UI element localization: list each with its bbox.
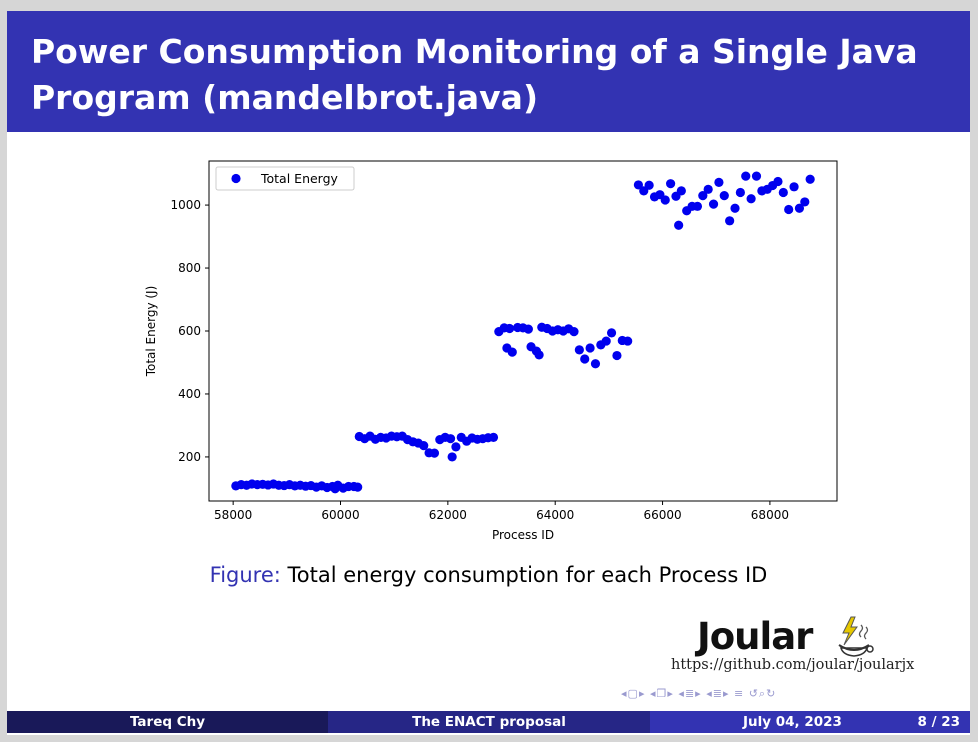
data-point <box>784 204 794 215</box>
nav-next-frame-icon[interactable]: ▸ <box>638 687 646 700</box>
figure-caption: Figure: Total energy consumption for eac… <box>7 563 970 587</box>
legend-box <box>215 166 355 191</box>
data-point <box>523 324 533 334</box>
data-point <box>445 434 456 444</box>
data-point <box>800 197 810 207</box>
x-axis-label: Process ID <box>492 528 554 542</box>
data-point <box>488 432 499 443</box>
nav-back-icon[interactable]: ↺ <box>748 687 759 700</box>
data-point <box>708 199 719 209</box>
nav-next-chapter-icon[interactable]: ▸ <box>722 687 730 700</box>
data-point <box>507 347 517 357</box>
data-point <box>794 203 805 213</box>
data-point <box>612 350 622 361</box>
nav-subsection-icon[interactable]: ❐ <box>656 687 668 700</box>
x-tick-label: 62000 <box>429 508 467 522</box>
legend-label: Total Energy <box>260 171 339 186</box>
data-point <box>585 343 595 353</box>
y-tick-label: 1000 <box>170 198 201 212</box>
nav-next-section-icon[interactable]: ▸ <box>695 687 702 700</box>
data-point <box>805 174 815 184</box>
nav-prev-frame-icon[interactable]: ◂ <box>621 687 628 700</box>
lightning-cup-icon <box>838 616 874 657</box>
nav-chapter-icon[interactable]: ≣ <box>712 687 723 700</box>
y-tick-label: 800 <box>178 261 201 275</box>
data-point <box>429 448 440 458</box>
data-point <box>741 171 751 181</box>
data-point <box>703 184 713 194</box>
title-bar: Power Consumption Monitoring of a Single… <box>7 11 970 132</box>
x-tick-label: 64000 <box>536 508 574 522</box>
repo-link[interactable]: https://github.com/joular/joularjx <box>671 657 915 673</box>
data-point <box>601 336 611 346</box>
footer-date: July 04, 2023 <box>743 714 842 730</box>
data-point <box>778 187 788 198</box>
data-point <box>534 350 544 360</box>
data-point <box>504 323 515 334</box>
data-point <box>698 191 708 201</box>
y-tick-label: 600 <box>178 324 201 338</box>
data-point <box>746 194 756 204</box>
data-point <box>676 186 686 196</box>
data-point <box>590 359 601 369</box>
data-point <box>574 345 584 355</box>
nav-frame-icon[interactable]: ▢ <box>627 687 639 700</box>
footer: Tareq Chy The ENACT proposal July 04, 20… <box>7 711 970 735</box>
nav-prev-section-icon[interactable]: ◂ <box>678 687 685 700</box>
footer-page-number: 8 / 23 <box>917 714 960 730</box>
data-point <box>714 177 724 188</box>
data-point <box>419 440 429 451</box>
footer-talk-title: The ENACT proposal <box>328 711 650 733</box>
data-point <box>447 452 457 462</box>
data-point <box>569 327 579 337</box>
y-tick-label: 200 <box>178 450 201 464</box>
data-point <box>751 171 762 181</box>
nav-align-icon[interactable]: ≡ <box>733 687 745 700</box>
nav-next-subsection-icon[interactable]: ▸ <box>667 687 674 700</box>
beamer-navigation: ◂▢▸ ◂❐▸ ◂≣▸ ◂≣▸ ≡ ↺⌕↻ <box>621 687 776 701</box>
caption-label: Figure: <box>209 563 281 587</box>
data-point <box>674 220 684 230</box>
data-point <box>735 187 745 198</box>
x-tick-label: 66000 <box>643 508 681 522</box>
footer-author: Tareq Chy <box>7 711 328 733</box>
data-point <box>353 482 363 492</box>
nav-zoom-icon[interactable]: ↻ <box>766 687 777 700</box>
data-point <box>451 442 461 452</box>
data-point <box>719 191 729 201</box>
x-tick-label: 60000 <box>321 508 359 522</box>
slide-title: Power Consumption Monitoring of a Single… <box>31 32 918 117</box>
data-point <box>730 203 740 213</box>
nav-section-icon[interactable]: ≣ <box>684 687 696 700</box>
logo-text: Joular <box>697 615 813 658</box>
data-point <box>623 336 633 346</box>
joular-logo: Joular <box>697 615 887 659</box>
nav-prev-subsection-icon[interactable]: ◂ <box>649 687 657 700</box>
scatter-chart: 58000 60000 62000 64000 66000 68000 200 400 600 8… <box>144 160 838 542</box>
data-point <box>644 180 654 190</box>
y-tick-label: 400 <box>178 387 201 401</box>
data-point <box>580 354 590 364</box>
data-point <box>666 179 676 189</box>
data-point <box>789 182 799 192</box>
y-axis-label: Total Energy (J) <box>144 286 158 378</box>
x-tick-label: 58000 <box>214 508 252 522</box>
data-point <box>660 195 670 205</box>
nav-prev-chapter-icon[interactable]: ◂ <box>706 687 713 700</box>
data-point <box>606 328 617 338</box>
footer-date-box: July 04, 2023 8 / 23 <box>650 711 970 733</box>
x-tick-label: 68000 <box>751 508 789 522</box>
nav-search-icon[interactable]: ⌕ <box>758 687 767 700</box>
data-point <box>633 180 644 190</box>
data-point <box>725 216 735 226</box>
slide: Power Consumption Monitoring of a Single… <box>7 11 970 735</box>
legend-marker <box>231 173 241 184</box>
data-point <box>692 201 703 211</box>
caption-text: Total energy consumption for each Proces… <box>287 563 768 587</box>
data-point <box>773 176 783 187</box>
